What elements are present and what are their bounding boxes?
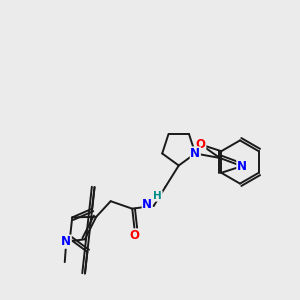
Text: N: N [190,147,200,160]
Text: O: O [130,229,140,242]
Text: N: N [61,235,71,248]
Text: N: N [142,198,152,211]
Text: N: N [237,160,247,172]
Text: H: H [153,191,162,201]
Text: O: O [196,138,206,151]
